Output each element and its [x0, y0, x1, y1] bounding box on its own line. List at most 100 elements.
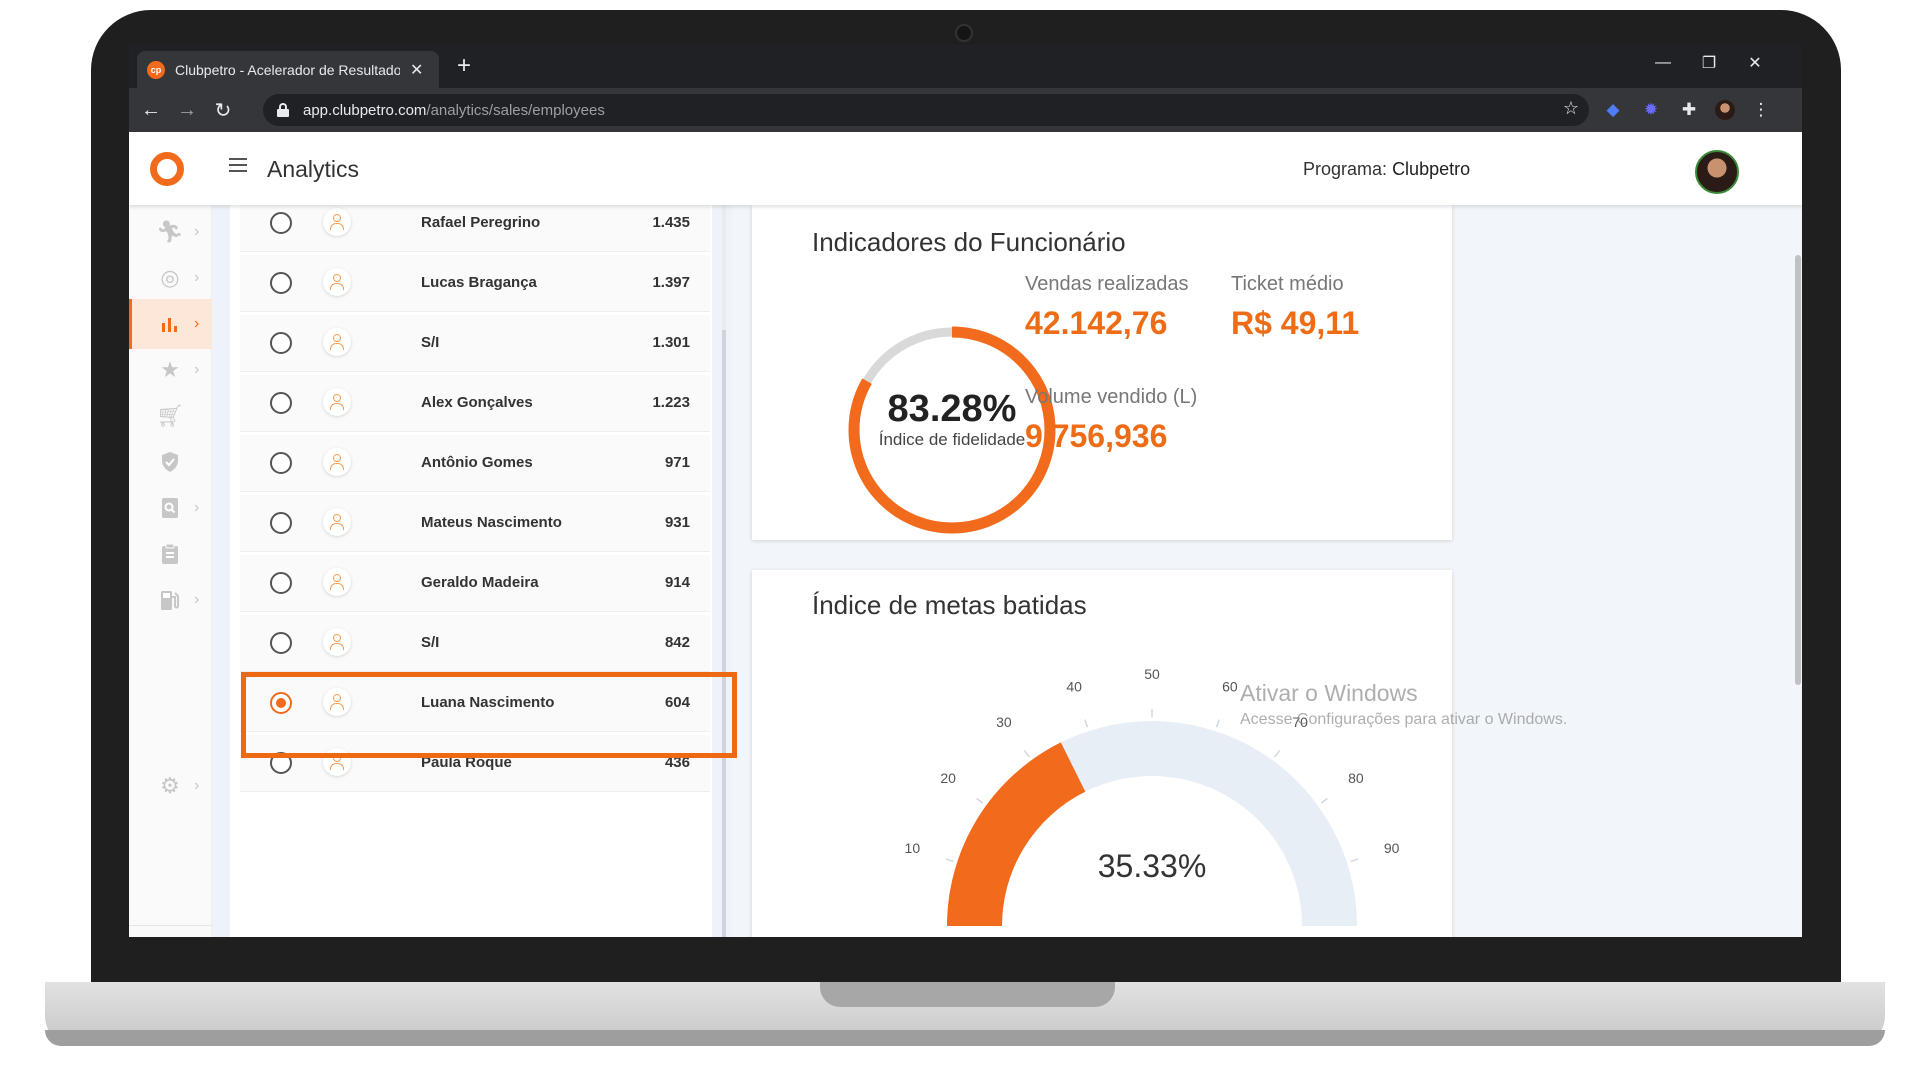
new-tab-button[interactable]: +: [456, 52, 471, 79]
employee-row[interactable]: Paula Roque 436: [240, 735, 710, 792]
employee-row[interactable]: Geraldo Madeira 914: [240, 555, 710, 612]
employee-value: 1.435: [652, 214, 690, 231]
menu-kebab-icon[interactable]: ⋮: [1752, 100, 1770, 119]
address-bar[interactable]: app.clubpetro.com/analytics/sales/employ…: [263, 94, 1589, 126]
gauge-tick-label: 30: [996, 714, 1012, 730]
sidebar-item-targets[interactable]: ◎ ›: [129, 253, 212, 303]
sidebar-item-fuel[interactable]: ›: [129, 575, 212, 625]
employee-name: Luana Nascimento: [421, 694, 555, 711]
employee-value: 931: [664, 514, 690, 531]
employee-name: Antônio Gomes: [421, 454, 533, 471]
employee-name: S/I: [421, 634, 440, 651]
search-document-icon: [157, 495, 183, 521]
gauge-tick-label: 40: [1066, 678, 1082, 694]
profile-avatar[interactable]: [1715, 100, 1735, 120]
screen: cp Clubpetro - Acelerador de Resultados …: [129, 45, 1802, 937]
sidebar-item-settings[interactable]: ⚙ ›: [129, 761, 212, 811]
sidebar-item-cart[interactable]: 🛒︎: [129, 391, 212, 441]
list-scrollbar-thumb[interactable]: [722, 330, 726, 937]
employee-value: 1.223: [652, 394, 690, 411]
gauge-tick-label: 10: [905, 840, 921, 856]
employee-name: S/I: [421, 334, 440, 351]
employee-row[interactable]: Rafael Peregrino 1.435: [240, 205, 710, 252]
sidebar-item-search[interactable]: ›: [129, 483, 212, 533]
goals-card: Índice de metas batidas 10 20 30 40 50 60 70 80…: [752, 570, 1452, 937]
goals-gauge-svg: 10 20 30 40 50 60 70 80 90: [905, 666, 1400, 926]
user-avatar[interactable]: [1695, 150, 1739, 194]
employee-radio[interactable]: [270, 572, 292, 594]
clipboard-icon: [157, 541, 183, 567]
employee-row[interactable]: S/I 1.301: [240, 315, 710, 372]
sidebar-item-analytics[interactable]: ›: [129, 299, 212, 349]
employee-radio[interactable]: [270, 632, 292, 654]
restore-button[interactable]: ❐: [1701, 55, 1717, 72]
employee-radio[interactable]: [270, 212, 292, 234]
fuel-pump-icon: [157, 587, 183, 613]
employee-row[interactable]: Alex Gonçalves 1.223: [240, 375, 710, 432]
person-icon: [323, 208, 351, 236]
gauge-tick-label: 70: [1292, 714, 1308, 730]
extension-gear-icon[interactable]: ✹: [1643, 100, 1659, 119]
chevron-right-icon: ›: [194, 499, 200, 516]
person-icon: [323, 448, 351, 476]
sidebar-item-security[interactable]: [129, 437, 212, 487]
camera: [955, 24, 973, 42]
close-window-button[interactable]: ✕: [1748, 55, 1762, 72]
employee-radio[interactable]: [270, 452, 292, 474]
back-button[interactable]: ←: [141, 98, 161, 121]
employee-value: 1.397: [652, 274, 690, 291]
chevron-right-icon: ›: [194, 777, 200, 794]
employee-radio[interactable]: [270, 692, 292, 714]
gear-icon: ⚙: [160, 773, 180, 798]
employee-radio[interactable]: [270, 512, 292, 534]
sidebar-item-reports[interactable]: [129, 529, 212, 579]
bookmark-star-icon[interactable]: ☆: [1562, 98, 1579, 118]
clubpetro-logo[interactable]: [150, 152, 184, 186]
employee-row[interactable]: Mateus Nascimento 931: [240, 495, 710, 552]
sidebar-item-favorites[interactable]: ★ ›: [129, 345, 212, 395]
gauge-tick-mark: [976, 797, 984, 804]
minimize-button[interactable]: —: [1655, 54, 1671, 71]
employee-radio[interactable]: [270, 392, 292, 414]
employee-row[interactable]: Luana Nascimento 604: [240, 675, 710, 732]
gauge-tick-mark: [945, 858, 954, 863]
goals-value: 35.33%: [1097, 848, 1207, 884]
gauge-tick-label: 90: [1384, 840, 1400, 856]
browser-tab[interactable]: cp Clubpetro - Acelerador de Resultados …: [137, 51, 439, 88]
tab-close-icon[interactable]: ✕: [410, 61, 424, 79]
employee-row[interactable]: Antônio Gomes 971: [240, 435, 710, 492]
sidebar-item-activities[interactable]: 🏃︎ ›: [129, 207, 212, 257]
reload-button[interactable]: ↻: [214, 99, 232, 122]
employee-radio[interactable]: [270, 272, 292, 294]
hamburger-menu-icon[interactable]: [229, 158, 247, 172]
watermark-line2: Acesse Configurações para ativar o Windo…: [1240, 711, 1568, 728]
person-icon: [323, 268, 351, 296]
ticket-label: Ticket médio: [1231, 273, 1344, 295]
app-header: Analytics Programa: Clubpetro: [129, 132, 1802, 205]
puzzle-icon[interactable]: ✚: [1681, 100, 1697, 119]
extension-icon[interactable]: ◆: [1606, 100, 1620, 119]
forward-button[interactable]: →: [177, 98, 197, 121]
gauge-tick-mark: [1023, 750, 1030, 758]
gauge-tick-mark: [1320, 797, 1328, 804]
program-selector[interactable]: Programa: Clubpetro: [1303, 159, 1470, 180]
employee-name: Mateus Nascimento: [421, 514, 562, 531]
employee-value: 604: [664, 694, 690, 711]
loyalty-label: Índice de fidelidade: [878, 430, 1026, 449]
goals-title: Índice de metas batidas: [812, 590, 1087, 620]
sidebar-divider: [129, 925, 212, 926]
sales-label: Vendas realizadas: [1025, 273, 1189, 295]
employee-row[interactable]: Lucas Bragança 1.397: [240, 255, 710, 312]
content-scrollbar-thumb[interactable]: [1795, 255, 1801, 685]
donut-arc: [848, 326, 1056, 534]
star-icon: ★: [160, 357, 180, 382]
employee-value: 436: [664, 754, 690, 771]
windows-activation-watermark: Ativar o Windows Acesse Configurações pa…: [1240, 680, 1567, 729]
employee-radio[interactable]: [270, 332, 292, 354]
employee-radio[interactable]: [270, 752, 292, 774]
gauge-tick-label: 80: [1348, 770, 1364, 786]
page-title: Analytics: [267, 156, 360, 182]
employee-list[interactable]: Rafael Peregrino 1.435 Lucas Bragança 1.397…: [230, 205, 712, 937]
employee-name: Lucas Bragança: [421, 274, 537, 291]
employee-row[interactable]: S/I 842: [240, 615, 710, 672]
